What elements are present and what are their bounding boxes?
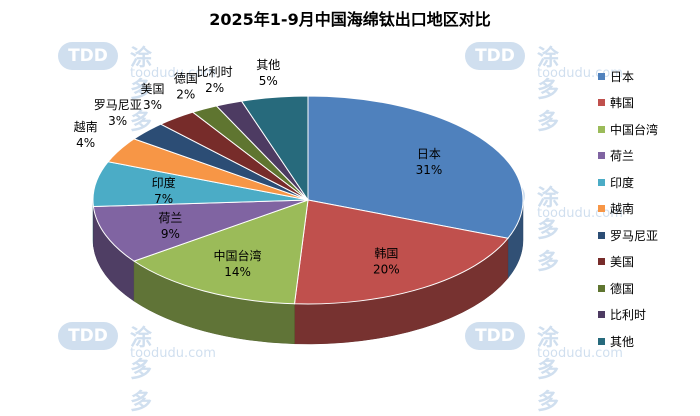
legend-item: 德国 [598,280,634,296]
legend-item: 美国 [598,254,634,270]
legend-label: 德国 [610,280,634,297]
legend-item: 韩国 [598,95,634,111]
legend-swatch [598,99,605,106]
slice-category-label: 荷兰 [158,211,182,225]
legend-swatch [598,126,605,133]
legend-label: 荷兰 [610,147,634,164]
legend-label: 韩国 [610,94,634,111]
legend-swatch [598,179,605,186]
legend-swatch [598,73,605,80]
slice-category-label: 韩国 [374,246,398,261]
legend-item: 比利时 [598,307,646,323]
slice-value-label: 2% [205,81,224,95]
legend-item: 印度 [598,174,634,190]
slice-category-label: 德国 [174,70,198,85]
legend-swatch [598,205,605,212]
slice-value-label: 7% [154,192,173,206]
slice-category-label: 美国 [140,82,164,96]
slice-value-label: 5% [259,74,278,88]
slice-value-label: 3% [108,114,127,128]
legend-label: 其他 [610,333,634,350]
legend-label: 日本 [610,68,634,85]
legend-item: 日本 [598,68,634,84]
legend-item: 荷兰 [598,148,634,164]
legend-swatch [598,258,605,265]
slice-value-label: 3% [143,98,162,112]
slice-value-label: 9% [161,227,180,241]
legend-label: 印度 [610,174,634,191]
slice-value-label: 20% [373,263,400,277]
legend-item: 其他 [598,333,634,349]
legend-swatch [598,311,605,318]
legend-swatch [598,232,605,239]
legend-label: 美国 [610,253,634,270]
slice-value-label: 14% [224,265,251,279]
legend-label: 越南 [610,200,634,217]
slice-category-label: 比利时 [197,65,233,79]
slice-value-label: 4% [76,136,95,150]
legend-label: 比利时 [610,306,646,323]
legend-swatch [598,152,605,159]
slice-category-label: 罗马尼亚 [94,98,142,112]
legend-label: 罗马尼亚 [610,227,658,244]
slice-category-label: 越南 [74,119,98,134]
legend-item: 越南 [598,201,634,217]
legend-label: 中国台湾 [610,121,658,138]
slice-category-label: 印度 [152,175,176,190]
slice-category-label: 日本 [417,147,441,161]
slice-value-label: 31% [416,163,443,177]
slice-category-label: 中国台湾 [214,248,262,263]
legend-item: 中国台湾 [598,121,658,137]
legend-item: 罗马尼亚 [598,227,658,243]
legend-swatch [598,338,605,345]
slice-value-label: 2% [176,87,195,101]
slice-category-label: 其他 [256,58,280,72]
legend-swatch [598,285,605,292]
